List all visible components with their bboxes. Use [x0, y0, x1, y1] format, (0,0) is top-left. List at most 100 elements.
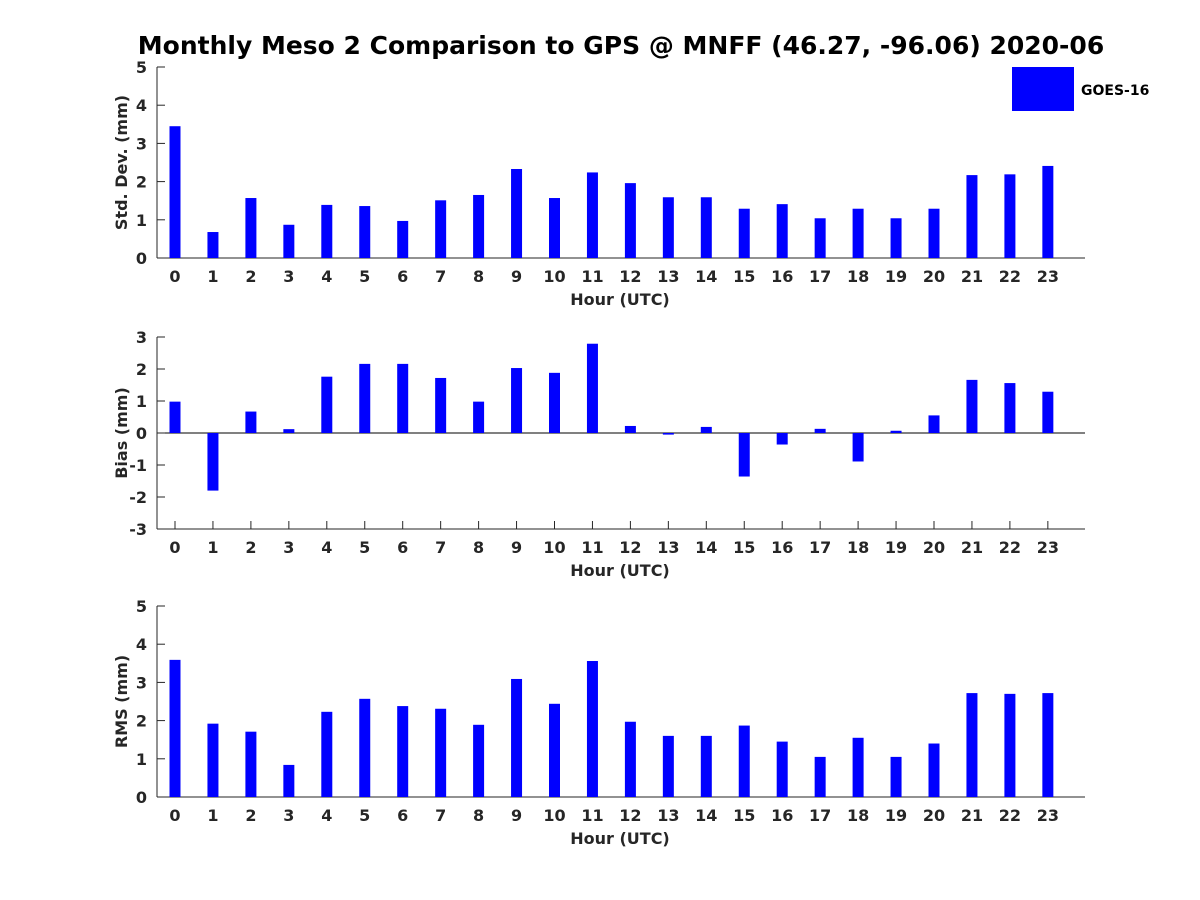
x-tick-label: 16	[771, 538, 793, 557]
x-tick-label: 16	[771, 806, 793, 825]
bar-std-19	[890, 218, 902, 258]
bar-rms-3	[283, 764, 295, 797]
bar-std-6	[397, 220, 409, 258]
bar-std-23	[1042, 165, 1054, 258]
x-tick-label: 22	[999, 267, 1021, 286]
x-tick-label: 19	[885, 267, 907, 286]
x-tick-label: 7	[435, 538, 446, 557]
x-tick-label: 2	[245, 538, 256, 557]
x-tick-label: 2	[245, 806, 256, 825]
x-tick-label: 10	[543, 806, 565, 825]
bar-bias-18	[852, 433, 864, 462]
x-tick-label: 21	[961, 806, 983, 825]
x-tick-label: 16	[771, 267, 793, 286]
x-tick-label: 8	[473, 538, 484, 557]
y-tick-label: 2	[136, 360, 147, 379]
bar-bias-16	[776, 433, 788, 445]
bar-rms-15	[738, 725, 750, 797]
bar-rms-18	[852, 737, 864, 797]
bar-std-5	[359, 206, 371, 258]
x-tick-label: 6	[397, 806, 408, 825]
bar-std-15	[738, 208, 750, 258]
x-tick-label: 21	[961, 267, 983, 286]
x-tick-label: 1	[207, 806, 218, 825]
bar-bias-5	[359, 363, 371, 433]
x-tick-label: 6	[397, 267, 408, 286]
bar-std-14	[700, 197, 712, 258]
y-tick-label: 4	[136, 96, 147, 115]
y-axis-label: Std. Dev. (mm)	[112, 95, 131, 230]
bar-std-4	[321, 204, 333, 258]
bar-bias-0	[169, 401, 181, 433]
bar-std-16	[776, 204, 788, 258]
bar-bias-2	[245, 411, 257, 433]
y-tick-label: 0	[136, 424, 147, 443]
bar-std-9	[511, 168, 523, 258]
x-tick-label: 13	[657, 538, 679, 557]
x-tick-label: 22	[999, 806, 1021, 825]
x-tick-label: 12	[619, 267, 641, 286]
y-tick-label: -1	[129, 456, 147, 475]
x-tick-label: 15	[733, 806, 755, 825]
bar-std-13	[662, 197, 674, 258]
x-tick-label: 0	[169, 806, 180, 825]
bar-bias-1	[207, 433, 219, 491]
bar-rms-4	[321, 711, 333, 797]
x-tick-label: 15	[733, 267, 755, 286]
bar-rms-13	[662, 735, 674, 797]
x-tick-label: 17	[809, 267, 831, 286]
bar-rms-16	[776, 741, 788, 797]
bar-bias-22	[1004, 383, 1016, 433]
x-tick-label: 5	[359, 806, 370, 825]
bar-bias-21	[966, 379, 978, 433]
y-tick-label: 5	[136, 597, 147, 616]
x-tick-label: 21	[961, 538, 983, 557]
bar-rms-7	[435, 708, 447, 797]
bar-std-7	[435, 200, 447, 258]
y-axis-label: Bias (mm)	[112, 387, 131, 479]
x-tick-label: 23	[1037, 538, 1059, 557]
bar-rms-17	[814, 756, 826, 797]
x-axis-label: Hour (UTC)	[570, 561, 670, 580]
bar-std-22	[1004, 174, 1016, 258]
y-tick-label: -3	[129, 520, 147, 539]
bar-rms-11	[586, 661, 598, 797]
x-tick-label: 20	[923, 267, 945, 286]
bar-rms-6	[397, 706, 409, 797]
bar-rms-8	[473, 724, 485, 797]
bar-rms-12	[624, 721, 636, 797]
bar-rms-10	[549, 703, 560, 797]
bar-rms-1	[207, 723, 219, 797]
x-tick-label: 23	[1037, 806, 1059, 825]
y-tick-label: 1	[136, 392, 147, 411]
x-tick-label: 3	[283, 267, 294, 286]
y-tick-label: 1	[136, 211, 147, 230]
x-tick-label: 5	[359, 538, 370, 557]
bar-bias-9	[511, 368, 523, 433]
bar-std-3	[283, 224, 295, 258]
x-tick-label: 4	[321, 267, 332, 286]
bar-std-21	[966, 175, 978, 258]
x-tick-label: 11	[581, 806, 603, 825]
x-tick-label: 7	[435, 806, 446, 825]
x-tick-label: 17	[809, 806, 831, 825]
x-tick-label: 13	[657, 267, 679, 286]
x-tick-label: 14	[695, 538, 717, 557]
y-tick-label: 2	[136, 173, 147, 192]
x-axis-label: Hour (UTC)	[570, 290, 670, 309]
x-tick-label: 3	[283, 806, 294, 825]
x-tick-label: 7	[435, 267, 446, 286]
x-tick-label: 8	[473, 806, 484, 825]
bar-rms-19	[890, 756, 902, 797]
x-tick-label: 18	[847, 538, 869, 557]
bar-rms-20	[928, 743, 940, 797]
y-tick-label: 0	[136, 788, 147, 807]
x-tick-label: 9	[511, 806, 522, 825]
x-tick-label: 20	[923, 538, 945, 557]
bar-std-18	[852, 208, 864, 258]
x-tick-label: 11	[581, 538, 603, 557]
y-tick-label: 5	[136, 58, 147, 77]
